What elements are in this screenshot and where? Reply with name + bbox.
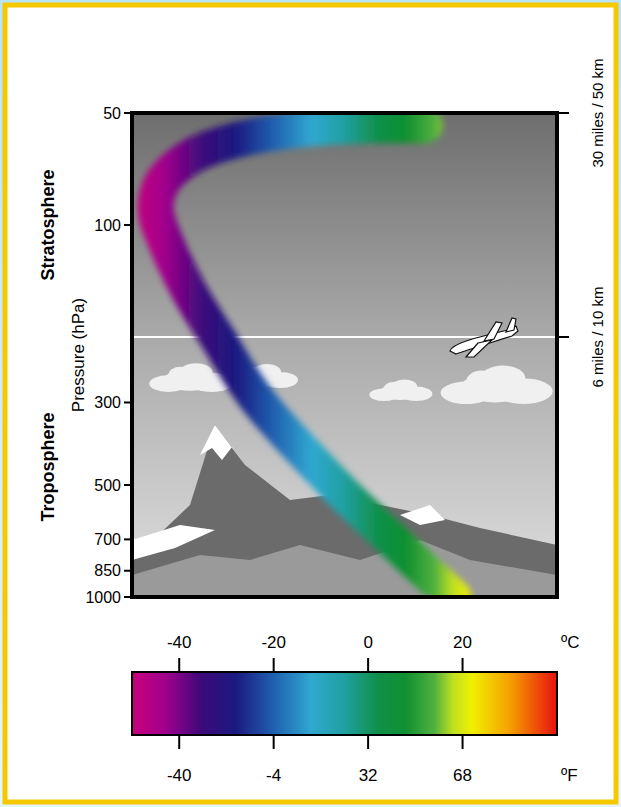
x2-tick-label: 68 — [453, 766, 472, 785]
altitude-tick — [557, 112, 569, 114]
x-axis-unit: ºC — [561, 633, 580, 652]
mountain-front — [132, 540, 557, 597]
x-tick-label: 20 — [453, 633, 472, 652]
plot-area — [132, 113, 557, 597]
airplane — [450, 318, 518, 357]
y-tick-label: 1000 — [85, 589, 121, 606]
sky — [132, 113, 557, 597]
altitude-label: 6 miles / 10 km — [589, 287, 606, 388]
altitude-label: 30 miles / 50 km — [589, 58, 606, 167]
y-axis-title: Pressure (hPa) — [69, 298, 88, 412]
y-tick-label: 300 — [94, 394, 121, 411]
x-tick-label: 0 — [363, 633, 372, 652]
x2-tick-label: 32 — [359, 766, 378, 785]
cloud — [369, 379, 432, 401]
x2-tick — [462, 735, 464, 749]
wing — [484, 322, 502, 341]
x2-tick — [273, 735, 275, 749]
region-label: Stratosphere — [38, 169, 58, 280]
y-tick-label: 700 — [94, 531, 121, 548]
x-tick — [178, 658, 180, 672]
y-tick — [124, 224, 132, 226]
snow — [132, 525, 215, 560]
plot-frame — [132, 113, 557, 597]
y-tick-label: 100 — [94, 217, 121, 234]
temperature-profile — [156, 125, 454, 597]
y-tick-label: 850 — [94, 562, 121, 579]
snow — [400, 505, 445, 525]
y-tick — [124, 538, 132, 540]
x-tick — [273, 658, 275, 672]
x2-tick-label: -40 — [167, 766, 192, 785]
x2-tick — [367, 735, 369, 749]
cloud-puff — [168, 367, 192, 384]
background — [0, 0, 621, 807]
x2-axis-unit: ºF — [561, 766, 578, 785]
x-tick-label: -40 — [167, 633, 192, 652]
y-tick-label: 50 — [103, 105, 121, 122]
x-tick — [462, 658, 464, 672]
color-bar — [132, 672, 557, 735]
x-tick — [367, 658, 369, 672]
x2-tick — [178, 735, 180, 749]
tail — [506, 318, 516, 332]
y-tick — [124, 570, 132, 572]
cloud — [441, 366, 553, 404]
y-tick-label: 500 — [94, 477, 121, 494]
card — [5, 5, 616, 802]
y-tick — [124, 112, 132, 114]
cloud-puff — [384, 382, 402, 395]
wing — [466, 340, 492, 357]
altitude-tick — [557, 336, 569, 338]
cloud-puff — [466, 370, 498, 392]
x2-tick-label: -4 — [266, 766, 281, 785]
snow — [200, 425, 245, 465]
region-label: Troposphere — [38, 412, 58, 521]
y-tick — [124, 484, 132, 486]
y-tick — [124, 596, 132, 598]
y-tick — [124, 401, 132, 403]
x-tick-label: -20 — [261, 633, 286, 652]
figure: 50 100 300 500 700 850 1000 Pressure (hPa) Strat… — [0, 0, 621, 807]
